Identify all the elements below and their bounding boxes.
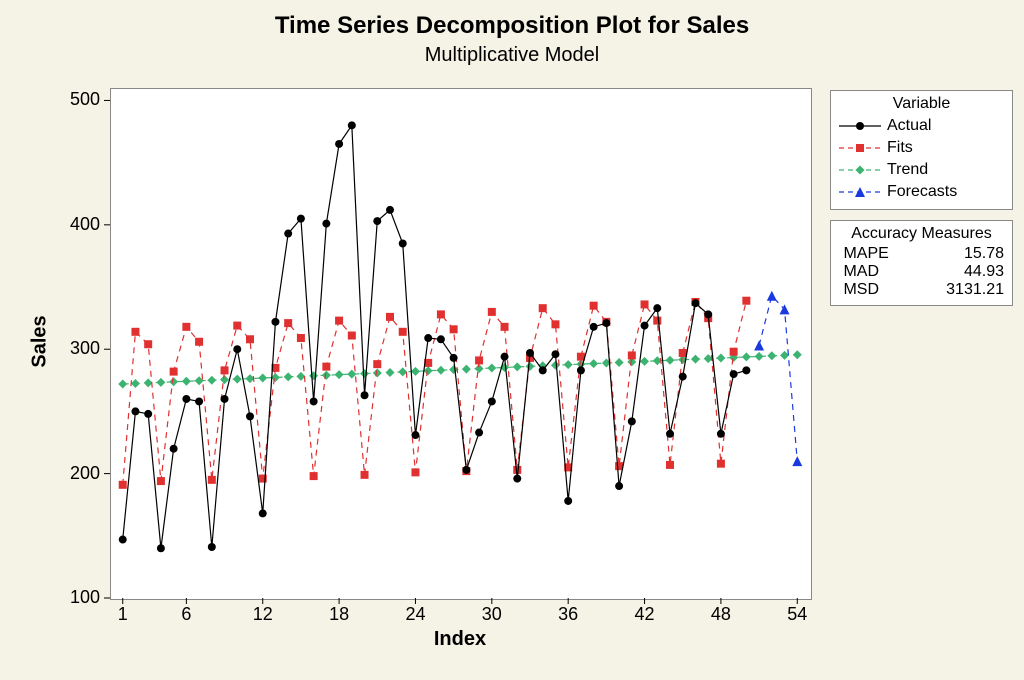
x-tick-label: 18 [319, 604, 359, 625]
legend-swatch [839, 117, 881, 135]
legend-swatch [839, 161, 881, 179]
legend-label: Forecasts [887, 183, 957, 201]
accuracy-metric-value: 44.93 [964, 263, 1004, 281]
legend-label: Actual [887, 117, 931, 135]
accuracy-row: MSD 3131.21 [839, 281, 1004, 299]
accuracy-box: Accuracy Measures MAPE 15.78 MAD 44.93 MSD… [830, 220, 1013, 306]
y-tick-label: 200 [52, 463, 100, 484]
legend-label: Fits [887, 139, 913, 157]
x-tick-label: 42 [625, 604, 665, 625]
x-tick-label: 54 [777, 604, 817, 625]
accuracy-row: MAPE 15.78 [839, 245, 1004, 263]
x-tick-label: 36 [548, 604, 588, 625]
legend-item-actual: Actual [839, 115, 1004, 137]
y-tick-label: 400 [52, 214, 100, 235]
legend-item-fits: Fits [839, 137, 1004, 159]
legend-swatch [839, 183, 881, 201]
legend-item-trend: Trend [839, 159, 1004, 181]
accuracy-metric-name: MSD [839, 281, 879, 299]
accuracy-title: Accuracy Measures [839, 225, 1004, 243]
y-tick-label: 100 [52, 587, 100, 608]
legend-title: Variable [839, 95, 1004, 113]
legend-box: Variable Actual Fits Trend Forecasts [830, 90, 1013, 210]
chart-container: Time Series Decomposition Plot for Sales… [0, 0, 1024, 680]
accuracy-row: MAD 44.93 [839, 263, 1004, 281]
y-tick-label: 300 [52, 338, 100, 359]
accuracy-metric-name: MAPE [839, 245, 889, 263]
accuracy-metric-value: 15.78 [964, 245, 1004, 263]
x-tick-label: 1 [103, 604, 143, 625]
x-tick-label: 48 [701, 604, 741, 625]
x-tick-label: 24 [395, 604, 435, 625]
legend-label: Trend [887, 161, 928, 179]
legend-item-forecasts: Forecasts [839, 181, 1004, 203]
accuracy-metric-value: 3131.21 [946, 281, 1004, 299]
x-tick-label: 12 [243, 604, 283, 625]
x-tick-label: 6 [166, 604, 206, 625]
y-tick-label: 500 [52, 89, 100, 110]
accuracy-metric-name: MAD [839, 263, 879, 281]
legend-swatch [839, 139, 881, 157]
x-tick-label: 30 [472, 604, 512, 625]
